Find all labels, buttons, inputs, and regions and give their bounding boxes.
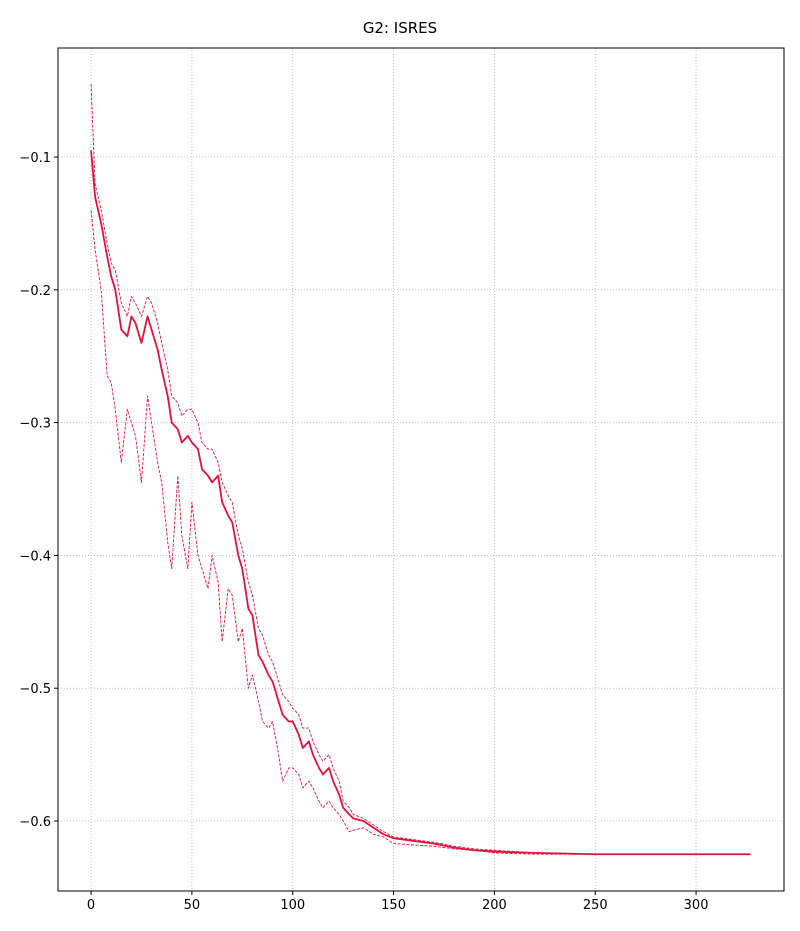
plot-frame (57, 47, 785, 892)
y-tick-label: −0.3 (19, 417, 51, 432)
x-tick-label: 200 (482, 898, 507, 913)
line-series (90, 210, 751, 855)
x-tick-label: 0 (87, 898, 95, 913)
y-tick-label: −0.6 (19, 815, 51, 830)
x-tick-label: 250 (583, 898, 608, 913)
chart-title: G2: ISRES (363, 19, 437, 37)
x-tick-label: 50 (184, 898, 201, 913)
y-tick-label: −0.2 (19, 284, 51, 299)
line-series (90, 150, 751, 856)
y-tick-label: −0.1 (19, 151, 51, 166)
x-tick-label: 150 (381, 898, 406, 913)
x-tick-label: 100 (280, 898, 305, 913)
y-tick-label: −0.4 (19, 549, 51, 564)
line-series (90, 83, 751, 855)
y-tick-label: −0.5 (19, 682, 51, 697)
x-tick-label: 300 (684, 898, 709, 913)
